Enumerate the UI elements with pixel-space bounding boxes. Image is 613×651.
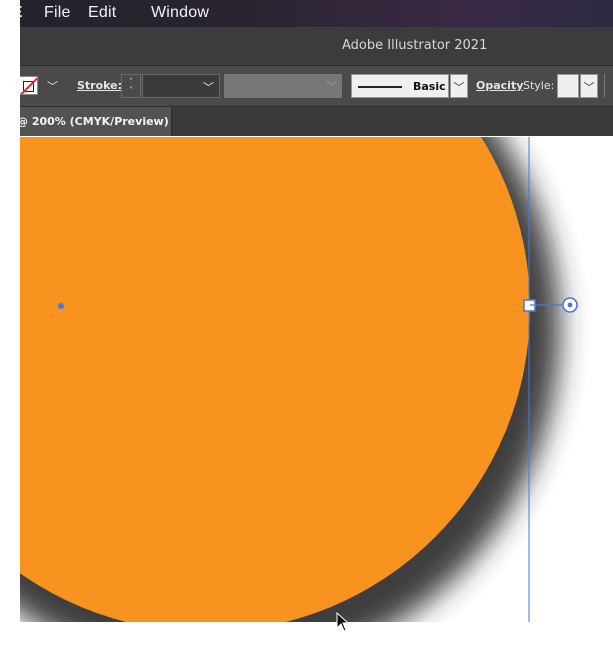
brush-chevron-down-icon[interactable]: ﹀ [450, 74, 468, 98]
window-bottom-margin [0, 622, 613, 651]
app-title: Adobe Illustrator 2021 [342, 38, 488, 53]
style-chevron-down-icon[interactable]: ﹀ [580, 74, 598, 98]
stroke-weight-stepper[interactable]: ˄ ˅ [121, 74, 141, 98]
artwork-svg [20, 137, 578, 622]
brush-line-preview [358, 86, 402, 88]
arrow-cursor-icon [336, 611, 350, 637]
variable-width-profile-field[interactable]: ﹀ [224, 74, 342, 98]
stroke-label[interactable]: Stroke: [77, 79, 123, 92]
menu-window[interactable]: Window [151, 4, 210, 21]
style-swatch[interactable] [557, 74, 579, 98]
control-bar: ﹀ Stroke: ˄ ˅ ﹀ ﹀ Basic ﹀ Opacity Style: … [0, 66, 613, 107]
fill-chevron-down-icon[interactable]: ﹀ [47, 80, 58, 93]
live-corner-widget-dot [567, 302, 573, 308]
window-left-margin [0, 0, 20, 651]
menu-bar: RE File Edit Window [0, 0, 613, 27]
brush-label: Basic [413, 80, 446, 93]
document-tab-bar: @ 200% (CMYK/Preview) [0, 107, 613, 136]
stroke-weight-field[interactable]: ﹀ [142, 74, 220, 98]
orange-circle[interactable] [20, 137, 530, 622]
document-tab[interactable]: @ 200% (CMYK/Preview) [14, 107, 172, 136]
toolbar-divider [604, 74, 605, 98]
menu-file[interactable]: File [44, 4, 71, 21]
style-label: Style: [523, 79, 555, 92]
stroke-weight-chevron-down-icon[interactable]: ﹀ [203, 81, 214, 94]
profile-chevron-down-icon[interactable]: ﹀ [326, 80, 337, 93]
menu-edit[interactable]: Edit [88, 4, 117, 21]
center-point[interactable] [58, 303, 64, 309]
opacity-label[interactable]: Opacity [476, 79, 524, 92]
brush-definition-field[interactable]: Basic [351, 74, 449, 98]
app-title-bar: Adobe Illustrator 2021 [0, 27, 613, 66]
fill-none-swatch-icon[interactable] [19, 76, 38, 95]
canvas[interactable] [20, 137, 613, 622]
